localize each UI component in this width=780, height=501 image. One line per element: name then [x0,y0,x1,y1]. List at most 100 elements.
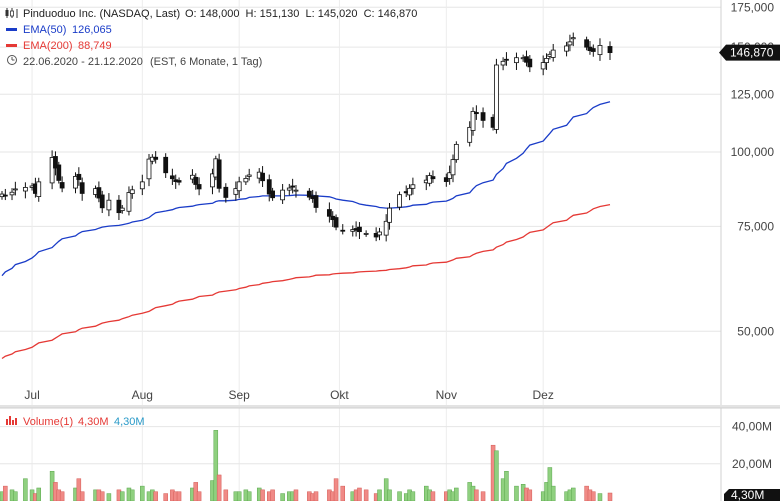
volume-bar [236,491,242,501]
volume-tick-label: 40,00M [732,420,772,434]
volume-bar [246,491,252,501]
volume-bar [387,489,392,501]
date-tick-label: Jul [24,388,39,402]
volume-bar [120,491,125,501]
volume-bar [340,485,345,501]
ema200-line [1,203,611,360]
candle [290,178,296,194]
volume-bar [377,489,382,501]
price-tick-label: 50,000 [737,324,774,338]
volume-bar [213,430,219,501]
volume-bar [106,493,112,501]
volume-axis-labels: 20,00M 40,00M [732,420,772,471]
volume-bar [59,491,65,501]
candle [427,172,433,187]
candle [387,202,392,230]
ema50-swatch [6,28,17,31]
candle [53,151,58,176]
ema200-label: EMA(200) [23,40,73,52]
candle [2,188,8,201]
volume-bar [196,491,202,501]
candle [163,153,169,178]
instrument-name: Pinduoduo Inc. (NASDAQ, Last) [23,8,180,20]
candle [607,41,613,60]
candle [597,38,603,61]
volume-bar [474,489,479,501]
clock-icon [7,55,17,65]
candle [99,190,105,214]
candle [260,166,265,187]
ema200-swatch [6,44,17,47]
candle [96,181,102,203]
volume-bar [140,485,145,501]
candle [590,44,596,57]
ema200-value: 88,749 [78,40,112,52]
volume-grid [0,426,721,465]
x-grid [31,0,544,501]
candle [326,202,332,223]
candle [153,151,159,164]
volume-bar [397,491,402,501]
candle [216,153,222,193]
volume-bar [99,491,105,501]
volume-bar [223,489,229,501]
candle [306,188,312,201]
volume-bar [23,478,28,501]
volume-value-red: 4,30M [78,416,109,428]
candle [570,32,576,47]
candle [450,154,456,183]
candle [193,173,199,190]
ema50-value: 126,065 [72,24,112,36]
candle [500,57,506,71]
candle [146,153,152,187]
volume-bar [3,485,8,501]
candle [12,181,18,196]
candle [357,222,362,239]
price-tick-label: 125,000 [731,87,775,101]
date-tick-label: Okt [330,388,349,402]
volume-bar [153,491,158,501]
volume-bar [514,485,519,501]
ema50-line [1,101,611,277]
candle [36,177,42,202]
volume-legend: Volume(1) 4,30M 4,30M [6,416,145,428]
candle [73,172,78,194]
candle [243,175,249,185]
candle [56,161,62,184]
volume-bar [333,478,339,501]
range-info: (EST, 6 Monate, 1 Tag) [150,56,262,68]
volume-bar [363,489,369,501]
candle [453,141,459,163]
candle [236,176,242,199]
volume-bar [591,491,596,501]
volume-label: Volume(1) [23,416,73,428]
candle [410,177,416,195]
last-price-label: 146,870 [730,46,774,60]
panel-separator [0,405,780,408]
candle [564,41,569,57]
candle [430,170,436,183]
volume-bar [130,489,135,501]
candle [473,105,479,120]
date-tick-label: Sep [229,388,251,402]
price-grid [0,6,721,332]
candle [196,177,202,196]
candle [119,205,125,214]
candlestick-icon [5,8,18,18]
candles [0,32,613,242]
ohlc-values: O: 148,000 H: 151,130 L: 145,020 C: 146,… [185,8,417,20]
volume-bar [550,485,556,501]
candle [169,168,175,185]
chart-legend: Pinduoduo Inc. (NASDAQ, Last) O: 148,000… [5,8,417,68]
candle [293,185,299,198]
candle [340,224,346,235]
candle [567,34,573,52]
candle [527,55,533,73]
volume-bar [504,470,509,501]
price-tick-label: 75,000 [737,219,774,233]
candle [76,167,82,186]
volume-bars-icon [6,416,17,425]
candle [266,174,272,202]
candle [383,214,389,242]
candle [544,53,549,70]
